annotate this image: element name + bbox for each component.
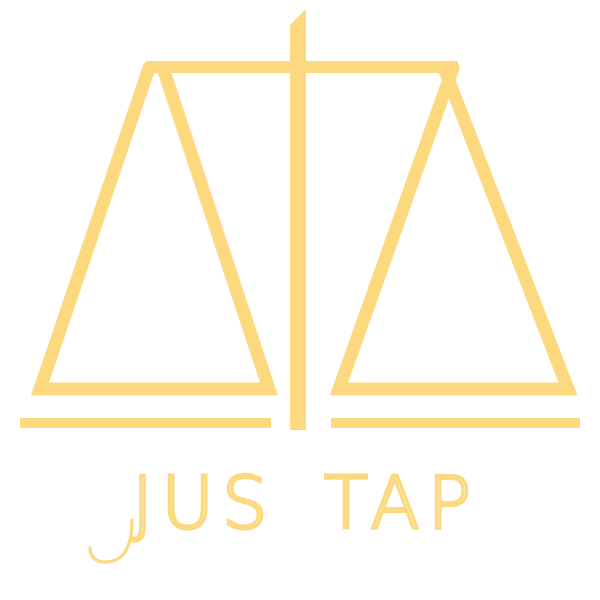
tagline: LAWYER MARKETPLACE <box>148 558 415 576</box>
right-scale-pan <box>329 61 578 396</box>
scale-beam <box>146 61 458 73</box>
j-tail-swoop <box>88 518 134 564</box>
brand-word-right: TAP <box>324 461 479 545</box>
base-line-left <box>20 418 271 428</box>
scale-pillar <box>290 9 306 430</box>
left-scale-pan <box>30 61 278 396</box>
base-line-right <box>331 418 580 428</box>
brand-word-left: JUS <box>132 461 276 545</box>
